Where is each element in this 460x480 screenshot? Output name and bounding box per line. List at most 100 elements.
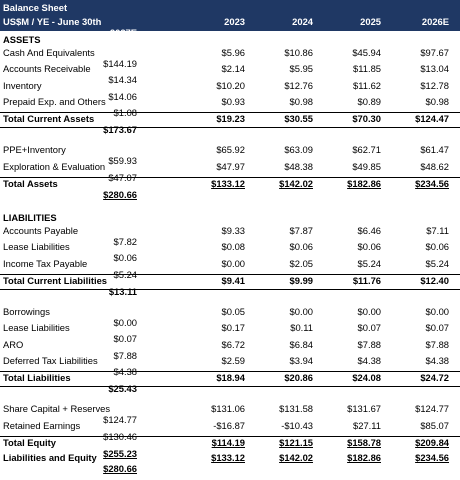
- cell: $65.92: [216, 144, 245, 156]
- total-cell: $114.19: [211, 436, 245, 448]
- cell: $7.82: [113, 236, 137, 248]
- cell: $49.85: [352, 160, 381, 172]
- total-row: Total Equity $114.19 $121.15 $158.78 $20…: [0, 435, 460, 459]
- liabilities-heading: LIABILITIES: [3, 211, 57, 223]
- cell: $5.96: [221, 47, 245, 59]
- year-header: 2027E: [109, 26, 137, 38]
- cell: $47.97: [216, 160, 245, 172]
- total-cell: $121.15: [279, 436, 313, 448]
- total-cell: $182.86: [347, 451, 381, 463]
- total-label: Total Current Liabilities: [3, 274, 108, 286]
- row-label: Cash And Equivalents: [3, 47, 95, 59]
- year-header: 2023: [224, 15, 245, 27]
- cell: $4.38: [425, 354, 449, 366]
- row-label: Deferred Tax Liabilities: [3, 354, 98, 366]
- year-header: 2026E: [421, 15, 449, 27]
- cell: -$16.87: [213, 419, 245, 431]
- section-heading-liabilities: LIABILITIES: [0, 209, 460, 225]
- cell: $0.07: [113, 333, 137, 345]
- cell: $4.38: [357, 354, 381, 366]
- cell: $2.05: [289, 257, 313, 269]
- cell: $131.67: [347, 403, 381, 415]
- year-header: 2025: [360, 15, 381, 27]
- total-cell: $18.94: [216, 371, 245, 383]
- total-row: Total Assets $133.12 $142.02 $182.86 $23…: [0, 176, 460, 200]
- total-cell: $11.76: [352, 274, 381, 286]
- row-label: Prepaid Exp. and Others: [3, 95, 106, 107]
- cell: $14.34: [108, 74, 137, 86]
- total-cell: $280.66: [103, 462, 137, 474]
- total-cell: $30.55: [284, 112, 313, 124]
- cell: $59.93: [108, 155, 137, 167]
- table-row: Prepaid Exp. and Others $0.93 $0.98 $0.8…: [0, 95, 460, 118]
- total-cell: $13.11: [108, 285, 137, 297]
- cell: $7.88: [113, 349, 137, 361]
- cell: $48.38: [284, 160, 313, 172]
- table-row: Inventory $10.20 $12.76 $11.62 $12.78 $1…: [0, 79, 460, 102]
- cell: $85.07: [420, 419, 449, 431]
- total-cell: $209.84: [415, 436, 449, 448]
- total-row: Total Current Assets $19.23 $30.55 $70.3…: [0, 111, 460, 135]
- cell: $0.06: [289, 241, 313, 253]
- row-label: Lease Liabilities: [3, 322, 70, 334]
- cell: $97.67: [420, 47, 449, 59]
- cell: $10.20: [216, 79, 245, 91]
- grand-total-row: Liabilities and Equity $133.12 $142.02 $…: [0, 451, 460, 474]
- cell: $7.11: [426, 225, 449, 237]
- year-header: 2024: [292, 15, 313, 27]
- cell: $63.09: [284, 144, 313, 156]
- cell: $10.86: [284, 47, 313, 59]
- row-label: Accounts Receivable: [3, 63, 91, 75]
- cell: $0.00: [289, 306, 313, 318]
- table-row: Retained Earnings -$16.87 -$10.43 $27.11…: [0, 419, 460, 442]
- cell: $0.00: [357, 306, 381, 318]
- table-row: Borrowings $0.05 $0.00 $0.00 $0.00 $0.00: [0, 306, 460, 328]
- total-cell: $142.02: [279, 177, 313, 189]
- cell: -$10.43: [281, 419, 313, 431]
- cell: $0.93: [221, 95, 245, 107]
- cell: $5.24: [357, 257, 381, 269]
- total-cell: $255.23: [103, 447, 137, 459]
- total-cell: $9.41: [221, 274, 245, 286]
- cell: $5.95: [289, 63, 313, 75]
- total-row: Total Liabilities $18.94 $20.86 $24.08 $…: [0, 370, 460, 394]
- total-cell: $70.30: [352, 112, 381, 124]
- cell: $7.88: [357, 338, 381, 350]
- total-cell: $182.86: [347, 177, 381, 189]
- cell: $124.77: [415, 403, 449, 415]
- row-label: Retained Earnings: [3, 419, 81, 431]
- cell: $0.00: [425, 306, 449, 318]
- cell: $5.24: [425, 257, 449, 269]
- total-cell: $24.08: [352, 371, 381, 383]
- cell: $12.76: [284, 79, 313, 91]
- cell: $27.11: [353, 419, 381, 431]
- table-row: Deferred Tax Liabilities $2.59 $3.94 $4.…: [0, 354, 460, 377]
- cell: $131.58: [279, 403, 313, 415]
- row-label: Income Tax Payable: [3, 257, 88, 269]
- cell: $0.07: [357, 322, 381, 334]
- total-cell: $142.02: [279, 451, 313, 463]
- total-label: Total Current Assets: [3, 112, 95, 124]
- sheet-title: Balance Sheet: [3, 2, 68, 14]
- cell: $0.08: [221, 241, 245, 253]
- cell: $6.72: [221, 338, 245, 350]
- table-row: Share Capital + Reserves $131.06 $131.58…: [0, 403, 460, 425]
- row-label: Inventory: [3, 79, 42, 91]
- cell: $131.06: [211, 403, 245, 415]
- cell: $45.94: [352, 47, 381, 59]
- cell: $14.06: [108, 90, 137, 102]
- cell: $11.85: [353, 63, 381, 75]
- cell: $12.78: [420, 79, 449, 91]
- total-cell: $173.67: [103, 123, 137, 135]
- cell: $0.17: [221, 322, 245, 334]
- total-label: Total Equity: [3, 436, 56, 448]
- cell: $48.62: [420, 160, 449, 172]
- row-label: Share Capital + Reserves: [3, 403, 111, 415]
- year-header-row: US$M / YE - June 30th 2023 2024 2025 202…: [0, 15, 460, 38]
- cell: $1.08: [113, 106, 137, 118]
- cell: $0.06: [425, 241, 449, 253]
- cell: $2.59: [221, 354, 245, 366]
- total-label: Liabilities and Equity: [3, 451, 97, 463]
- cell: $5.24: [113, 268, 137, 280]
